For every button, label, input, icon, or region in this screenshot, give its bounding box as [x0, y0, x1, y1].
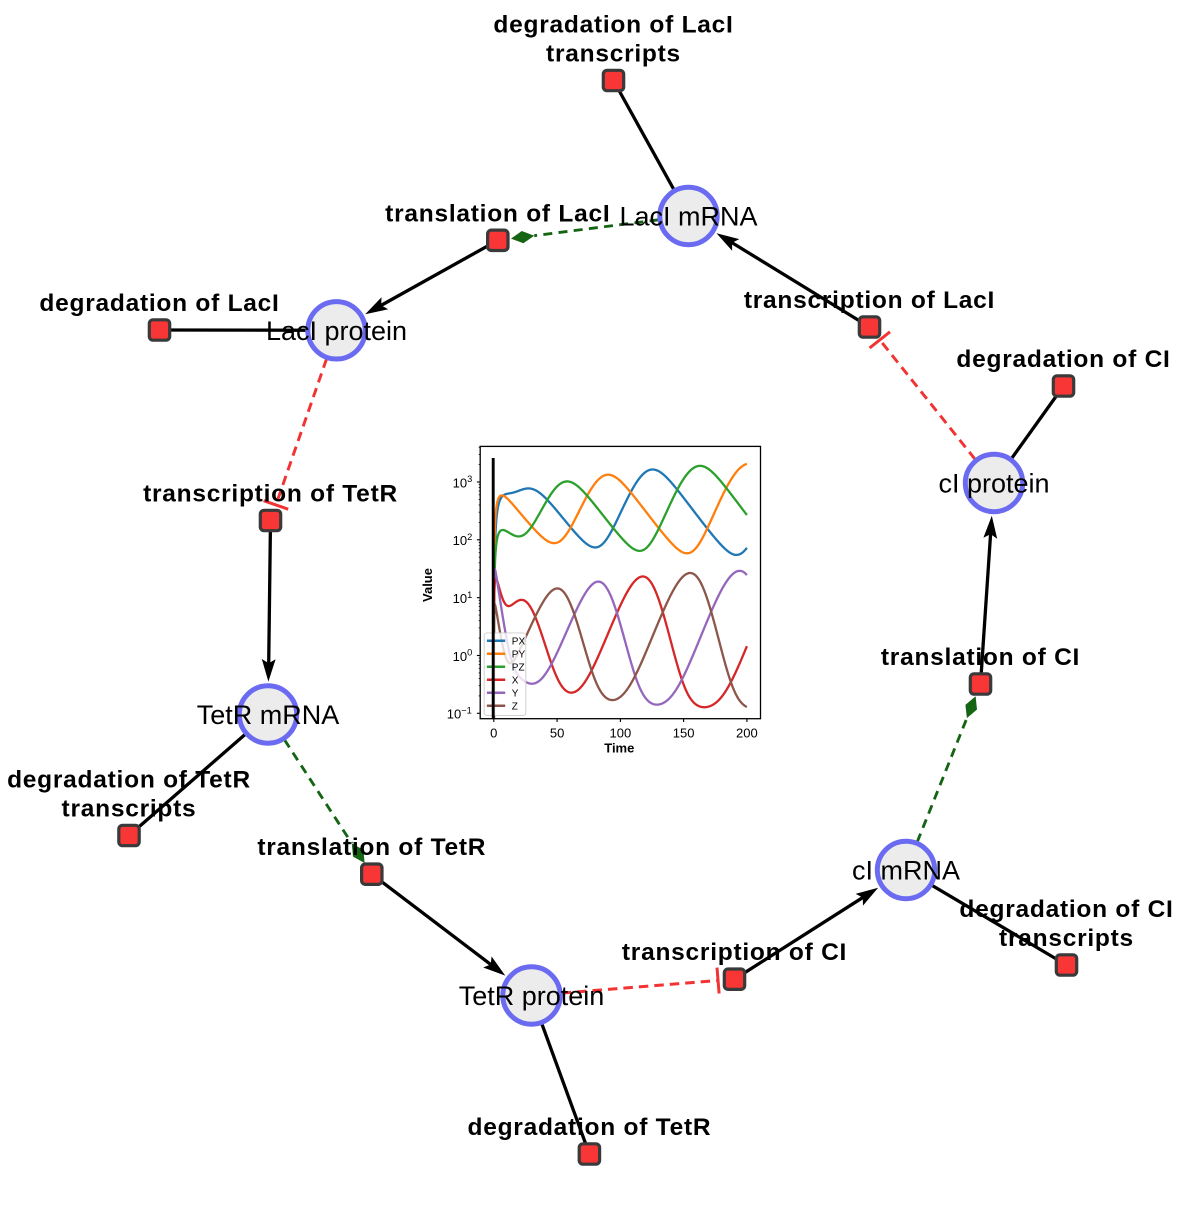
svg-text:10: 10: [453, 591, 467, 606]
svg-text:Value: Value: [420, 568, 435, 602]
svg-text:TetR protein: TetR protein: [459, 981, 605, 1011]
svg-text:PZ: PZ: [512, 662, 525, 673]
svg-text:Z: Z: [512, 701, 518, 712]
svg-text:−1: −1: [461, 706, 472, 716]
svg-text:transcripts: transcripts: [999, 925, 1134, 952]
svg-text:100: 100: [610, 725, 632, 740]
svg-text:3: 3: [467, 474, 472, 484]
svg-text:transcripts: transcripts: [546, 41, 681, 68]
svg-text:translation of LacI: translation of LacI: [385, 200, 610, 227]
svg-text:transcription of LacI: transcription of LacI: [744, 287, 995, 314]
svg-text:degradation of LacI: degradation of LacI: [39, 290, 279, 317]
svg-text:transcription of CI: transcription of CI: [622, 939, 847, 966]
svg-text:translation of CI: translation of CI: [881, 644, 1080, 671]
svg-text:1: 1: [467, 590, 472, 600]
svg-text:degradation of TetR: degradation of TetR: [7, 767, 251, 794]
svg-text:transcripts: transcripts: [62, 796, 197, 823]
svg-text:LacI protein: LacI protein: [266, 316, 407, 346]
svg-text:degradation of TetR: degradation of TetR: [467, 1114, 711, 1141]
svg-text:transcription of TetR: transcription of TetR: [143, 481, 398, 508]
svg-text:Y: Y: [512, 688, 519, 699]
svg-text:cI mRNA: cI mRNA: [852, 856, 960, 886]
svg-text:200: 200: [736, 725, 758, 740]
svg-text:10: 10: [453, 533, 467, 548]
svg-text:150: 150: [673, 725, 695, 740]
svg-text:degradation of CI: degradation of CI: [956, 346, 1170, 373]
svg-text:50: 50: [550, 725, 564, 740]
svg-text:X: X: [512, 675, 519, 686]
svg-text:TetR mRNA: TetR mRNA: [197, 700, 340, 730]
svg-text:cI protein: cI protein: [938, 469, 1049, 499]
svg-text:LacI mRNA: LacI mRNA: [619, 202, 757, 232]
svg-text:10: 10: [447, 707, 461, 722]
svg-text:translation of TetR: translation of TetR: [257, 834, 486, 861]
svg-text:degradation of LacI: degradation of LacI: [493, 12, 733, 39]
svg-text:2: 2: [467, 532, 472, 542]
svg-text:degradation of CI: degradation of CI: [959, 896, 1173, 923]
svg-text:10: 10: [453, 649, 467, 664]
svg-text:Time: Time: [604, 740, 634, 755]
svg-text:0: 0: [490, 725, 497, 740]
svg-text:10: 10: [453, 475, 467, 490]
svg-text:PY: PY: [512, 649, 526, 660]
svg-text:PX: PX: [512, 636, 526, 647]
svg-text:0: 0: [467, 648, 472, 658]
